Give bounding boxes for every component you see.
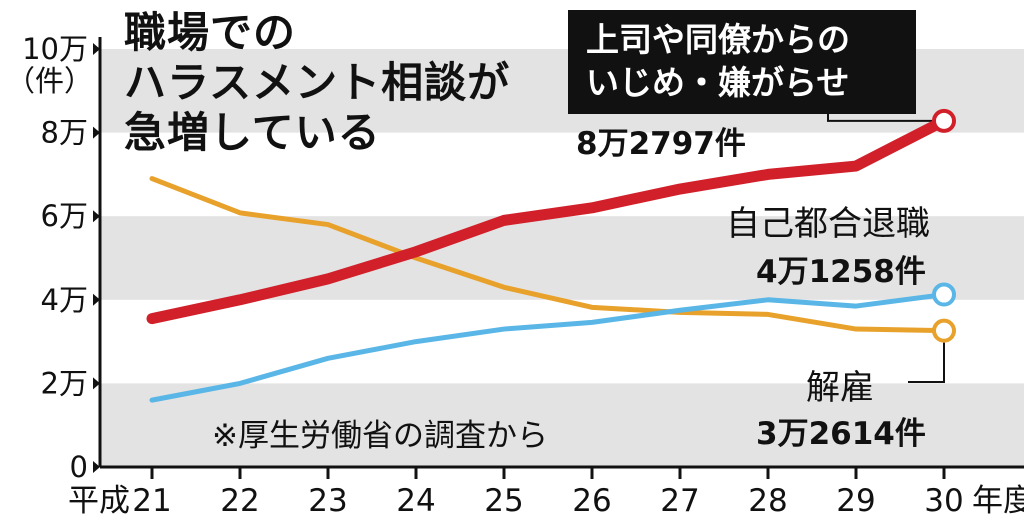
x-tick-label: 27	[660, 483, 699, 519]
y-tick-mark	[93, 43, 100, 55]
series-label-dismissal: 解雇	[806, 368, 874, 408]
y-tick-label: 10万	[22, 32, 88, 66]
x-tick-label: 28	[748, 483, 787, 519]
axes	[98, 37, 1024, 469]
series-line-0	[149, 176, 947, 334]
chart-title: 職場での ハラスメント相談が 急増している	[124, 8, 510, 158]
grid-band	[100, 216, 1024, 300]
x-axis-suffix: 年度	[972, 483, 1024, 519]
x-tick-label: 29	[836, 483, 875, 519]
series-line-2	[146, 115, 950, 325]
x-axis-ticks: 21 22 23 24 25 26 27 28 29 30 平成 年度	[68, 467, 1024, 519]
x-tick-label: 21	[132, 483, 171, 519]
x-tick-label: 24	[396, 483, 435, 519]
y-tick-label: 2万	[41, 366, 88, 400]
end-label-dismissal: 3万2614件	[756, 416, 926, 452]
x-tick-label: 30	[924, 483, 963, 519]
series-end-marker-1	[932, 282, 956, 307]
x-tick-label: 22	[220, 483, 259, 519]
y-axis-unit: （件）	[6, 64, 93, 98]
series-end-marker-0	[932, 318, 956, 343]
y-tick-mark	[93, 293, 100, 306]
chart-title-line-2: ハラスメント相談が	[124, 58, 511, 107]
chart-title-line-1: 職場での	[124, 8, 297, 57]
y-tick-mark	[93, 210, 100, 223]
series-lines	[146, 108, 956, 403]
y-tick-label: 6万	[41, 199, 88, 233]
series-label-harassment: 上司や同僚からの いじめ・嫌がらせ	[568, 10, 916, 114]
series-end-marker-2	[932, 108, 956, 133]
y-tick-mark	[93, 461, 100, 473]
end-label-harassment: 8万2797件	[576, 126, 746, 162]
chart-title-line-3: 急増している	[124, 108, 381, 157]
series-label-harassment-line-1: 上司や同僚からの	[586, 20, 850, 59]
leader-line-dismissal	[908, 342, 945, 383]
y-tick-mark	[93, 377, 100, 390]
series-line-1	[149, 292, 947, 403]
grid-band	[100, 383, 1024, 467]
x-tick-label: 25	[484, 483, 523, 519]
series-label-self-resignation: 自己都合退職	[726, 204, 930, 244]
x-tick-label: 23	[308, 483, 347, 519]
series-label-harassment-line-2: いじめ・嫌がらせ	[586, 63, 850, 102]
x-axis-prefix: 平成	[68, 483, 130, 519]
y-tick-label: 8万	[41, 116, 88, 150]
y-axis-ticks: 0 2万 4万 6万 8万 10万（件）	[6, 32, 100, 484]
y-tick-label: 0	[70, 450, 88, 484]
y-tick-label: 4万	[41, 283, 88, 317]
x-tick-label: 26	[572, 483, 611, 519]
y-tick-mark	[93, 126, 100, 139]
end-label-self-resignation: 4万1258件	[756, 254, 926, 290]
source-note: ※厚生労働省の調査から	[212, 418, 548, 454]
